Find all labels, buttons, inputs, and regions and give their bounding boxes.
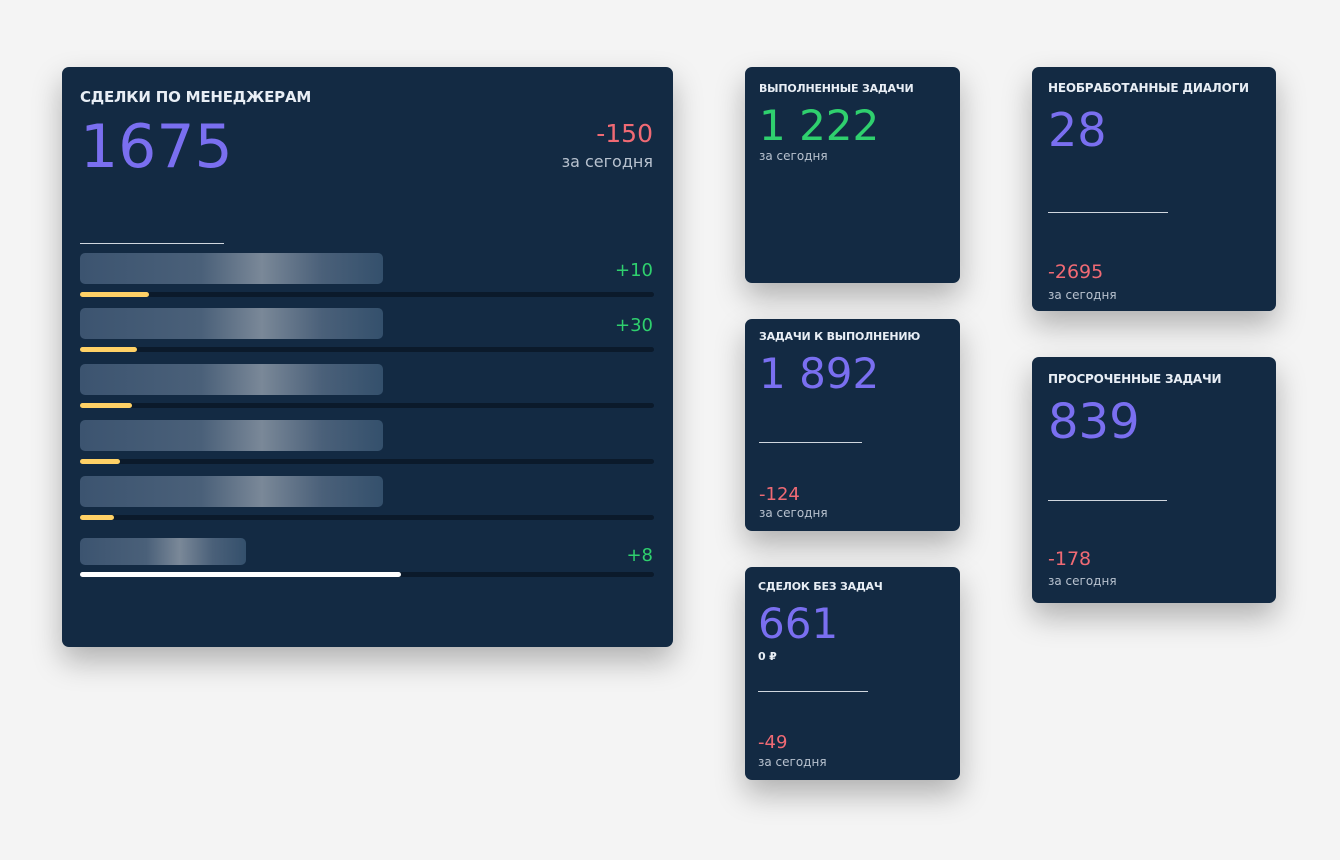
today-label: за сегодня — [561, 152, 653, 171]
manager-progress-fill — [80, 347, 138, 352]
card-title: СДЕЛОК БЕЗ ЗАДАЧ — [758, 580, 883, 593]
manager-name-blurred — [80, 308, 383, 339]
manager-progress-track — [80, 459, 654, 464]
total-value: 1675 — [80, 112, 233, 182]
card-value: 1 222 — [759, 101, 880, 150]
manager-name-blurred — [80, 364, 383, 395]
manager-progress-track — [80, 347, 654, 352]
manager-delta: +8 — [626, 545, 653, 566]
card-title: ЗАДАЧИ К ВЫПОЛНЕНИЮ — [759, 330, 921, 343]
manager-delta: +10 — [615, 260, 653, 281]
card-value: 839 — [1048, 394, 1140, 450]
today-label: за сегодня — [759, 149, 828, 163]
card-title: ПРОСРОЧЕННЫЕ ЗАДАЧИ — [1048, 372, 1222, 386]
divider — [759, 442, 862, 443]
today-delta: -49 — [758, 732, 788, 753]
overdue-tasks-card: ПРОСРОЧЕННЫЕ ЗАДАЧИ 839 -178 за сегодня — [1032, 357, 1276, 603]
manager-progress-fill — [80, 292, 149, 297]
divider — [758, 691, 868, 692]
card-title: ВЫПОЛНЕННЫЕ ЗАДАЧИ — [759, 82, 914, 95]
manager-name-blurred — [80, 253, 383, 284]
card-title: СДЕЛКИ ПО МЕНЕДЖЕРАМ — [80, 88, 312, 106]
today-delta: -178 — [1048, 548, 1092, 570]
today-label: за сегодня — [1048, 574, 1117, 588]
divider — [1048, 500, 1167, 501]
manager-name-blurred — [80, 476, 383, 507]
today-label: за сегодня — [759, 506, 828, 520]
card-title: НЕОБРАБОТАННЫЕ ДИАЛОГИ — [1048, 81, 1249, 95]
divider — [80, 243, 224, 244]
today-delta: -150 — [596, 119, 653, 148]
manager-progress-fill — [80, 572, 402, 577]
manager-name-blurred — [80, 538, 246, 565]
manager-name-blurred — [80, 420, 383, 451]
manager-progress-track — [80, 515, 654, 520]
card-value: 1 892 — [759, 349, 880, 398]
manager-delta: +30 — [615, 315, 653, 336]
today-delta: -124 — [759, 484, 800, 505]
card-value: 661 — [758, 599, 839, 648]
todo-tasks-card: ЗАДАЧИ К ВЫПОЛНЕНИЮ 1 892 -124 за сегодн… — [745, 319, 960, 531]
manager-progress-fill — [80, 515, 115, 520]
manager-progress-fill — [80, 459, 121, 464]
manager-progress-fill — [80, 403, 132, 408]
deals-without-tasks-card: СДЕЛОК БЕЗ ЗАДАЧ 661 0 ₽ -49 за сегодня — [745, 567, 960, 780]
divider — [1048, 212, 1168, 213]
completed-tasks-card: ВЫПОЛНЕННЫЕ ЗАДАЧИ 1 222 за сегодня — [745, 67, 960, 283]
unprocessed-dialogs-card: НЕОБРАБОТАННЫЕ ДИАЛОГИ 28 -2695 за сегод… — [1032, 67, 1276, 311]
managers-deals-card: СДЕЛКИ ПО МЕНЕДЖЕРАМ 1675 -150 за сегодн… — [62, 67, 673, 647]
card-value: 28 — [1048, 103, 1107, 157]
today-delta: -2695 — [1048, 261, 1104, 283]
amount-value: 0 ₽ — [758, 650, 777, 663]
today-label: за сегодня — [758, 755, 827, 769]
today-label: за сегодня — [1048, 288, 1117, 302]
manager-progress-track — [80, 403, 654, 408]
manager-progress-track — [80, 292, 654, 297]
manager-progress-track — [80, 572, 654, 577]
